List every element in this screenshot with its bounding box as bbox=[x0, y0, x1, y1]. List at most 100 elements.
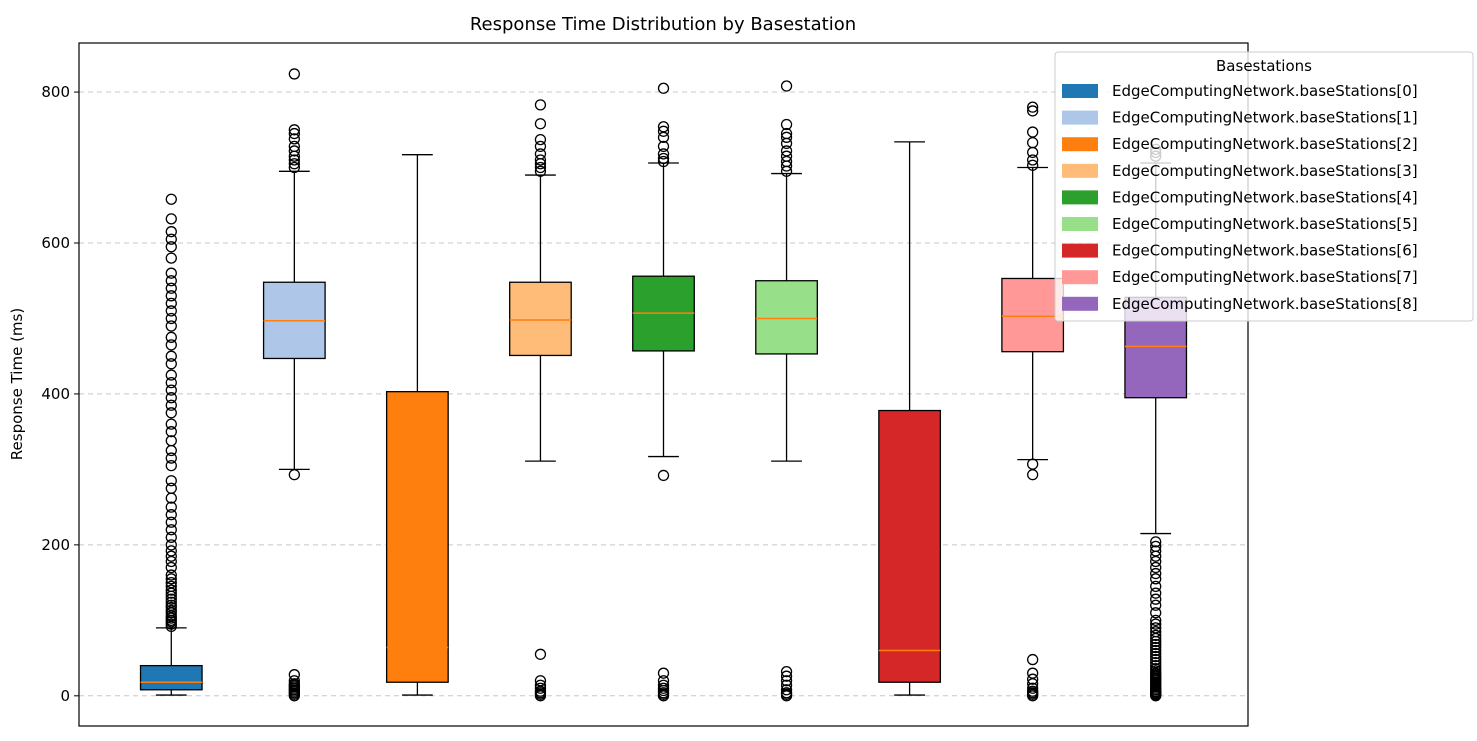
outlier-point bbox=[165, 576, 177, 589]
legend-swatch bbox=[1062, 110, 1098, 125]
outlier-point bbox=[165, 435, 177, 447]
outlier-point bbox=[165, 580, 177, 593]
outlier-point bbox=[165, 384, 177, 396]
outlier-point bbox=[1027, 653, 1039, 666]
outlier-point bbox=[165, 358, 177, 370]
outlier-point bbox=[165, 444, 177, 457]
outlier-point bbox=[1027, 458, 1039, 470]
legend-item: EdgeComputingNetwork.baseStations[6] bbox=[1062, 242, 1418, 260]
outlier-point bbox=[288, 669, 300, 681]
grid bbox=[79, 91, 1248, 697]
y-tick-label: 800 bbox=[41, 83, 70, 101]
outlier-point bbox=[165, 369, 177, 381]
outlier-point bbox=[1027, 105, 1039, 117]
legend-label: EdgeComputingNetwork.baseStations[7] bbox=[1112, 268, 1418, 286]
outlier-point bbox=[657, 82, 670, 94]
outlier-point bbox=[1150, 618, 1162, 630]
legend: Basestations EdgeComputingNetwork.baseSt… bbox=[1054, 51, 1474, 322]
legend-item: EdgeComputingNetwork.baseStations[3] bbox=[1062, 162, 1418, 180]
outlier-point bbox=[288, 145, 300, 157]
outlier-point bbox=[288, 678, 300, 690]
outlier-point bbox=[165, 550, 177, 562]
outlier-point bbox=[165, 531, 177, 543]
outlier-point bbox=[165, 407, 177, 419]
outlier-point bbox=[657, 148, 670, 160]
outlier-point bbox=[288, 675, 300, 687]
legend-label: EdgeComputingNetwork.baseStations[3] bbox=[1112, 162, 1418, 180]
outlier-point bbox=[288, 124, 300, 136]
outlier-point bbox=[1150, 638, 1162, 651]
outlier-point bbox=[1027, 685, 1039, 697]
outlier-point bbox=[1150, 607, 1162, 619]
plot-frame bbox=[78, 42, 1249, 727]
outlier-point bbox=[288, 158, 300, 170]
legend-label: EdgeComputingNetwork.baseStations[2] bbox=[1112, 135, 1418, 153]
outlier-point bbox=[780, 145, 793, 157]
outlier-point bbox=[1150, 662, 1162, 675]
outlier-point bbox=[288, 133, 300, 145]
legend-title: Basestations bbox=[1216, 57, 1312, 75]
outlier-point bbox=[165, 252, 177, 264]
legend-label: EdgeComputingNetwork.baseStations[1] bbox=[1112, 109, 1418, 127]
outlier-point bbox=[534, 140, 547, 153]
outlier-point bbox=[1027, 146, 1039, 159]
outlier-point bbox=[534, 133, 547, 146]
y-tick-label: 200 bbox=[41, 536, 70, 554]
outlier-point bbox=[1027, 136, 1039, 149]
outlier-point bbox=[165, 418, 177, 430]
legend-swatch bbox=[1062, 84, 1098, 98]
outlier-point bbox=[165, 376, 177, 389]
outlier-point bbox=[1150, 536, 1162, 548]
y-tick-label: 400 bbox=[41, 385, 70, 403]
outlier-point bbox=[1150, 622, 1162, 634]
outlier-point bbox=[165, 226, 177, 238]
outlier-point bbox=[1027, 469, 1039, 481]
outlier-point bbox=[1150, 650, 1162, 663]
outlier-point bbox=[780, 137, 793, 150]
outlier-point bbox=[165, 459, 177, 472]
outlier-point bbox=[165, 399, 177, 411]
legend-swatch bbox=[1062, 190, 1098, 205]
outlier-point bbox=[1150, 614, 1162, 626]
outlier-point bbox=[1027, 682, 1039, 694]
outlier-point bbox=[780, 670, 793, 682]
outlier-point bbox=[288, 127, 300, 140]
box-group bbox=[755, 80, 818, 702]
outlier-point bbox=[1150, 567, 1162, 580]
outlier-point bbox=[657, 679, 670, 691]
outlier-point bbox=[1027, 154, 1039, 166]
outlier-point bbox=[165, 193, 177, 205]
y-axis-ticks: 0 200 400 600 800 bbox=[41, 83, 79, 705]
outlier-point bbox=[288, 140, 300, 153]
outlier-point bbox=[1150, 629, 1162, 642]
legend-swatch bbox=[1062, 270, 1098, 285]
outlier-point bbox=[534, 154, 547, 166]
outlier-point bbox=[780, 127, 793, 140]
box-group bbox=[262, 68, 326, 702]
legend-swatch bbox=[1062, 163, 1098, 178]
box-group bbox=[878, 141, 942, 696]
box bbox=[878, 409, 942, 683]
outlier-point bbox=[780, 666, 793, 678]
outlier-point bbox=[534, 161, 547, 174]
box-series bbox=[139, 68, 1188, 702]
y-axis-label: Response Time (ms) bbox=[8, 308, 26, 460]
outlier-point bbox=[165, 569, 177, 581]
outlier-point bbox=[165, 599, 177, 611]
outlier-point bbox=[1150, 647, 1162, 660]
outlier-point bbox=[780, 684, 793, 696]
outlier-point bbox=[1150, 641, 1162, 654]
outlier-point bbox=[165, 426, 177, 438]
legend-swatch bbox=[1062, 296, 1098, 311]
outlier-point bbox=[165, 482, 177, 494]
outlier-point bbox=[165, 524, 177, 536]
outlier-point bbox=[1027, 159, 1039, 171]
outlier-point bbox=[165, 475, 177, 487]
outlier-point bbox=[165, 282, 177, 294]
outlier-point bbox=[1150, 561, 1162, 574]
outlier-point bbox=[165, 596, 177, 608]
outlier-point bbox=[165, 584, 177, 596]
legend-swatch bbox=[1062, 243, 1098, 258]
outlier-point bbox=[1150, 659, 1162, 672]
outlier-point bbox=[165, 320, 177, 332]
